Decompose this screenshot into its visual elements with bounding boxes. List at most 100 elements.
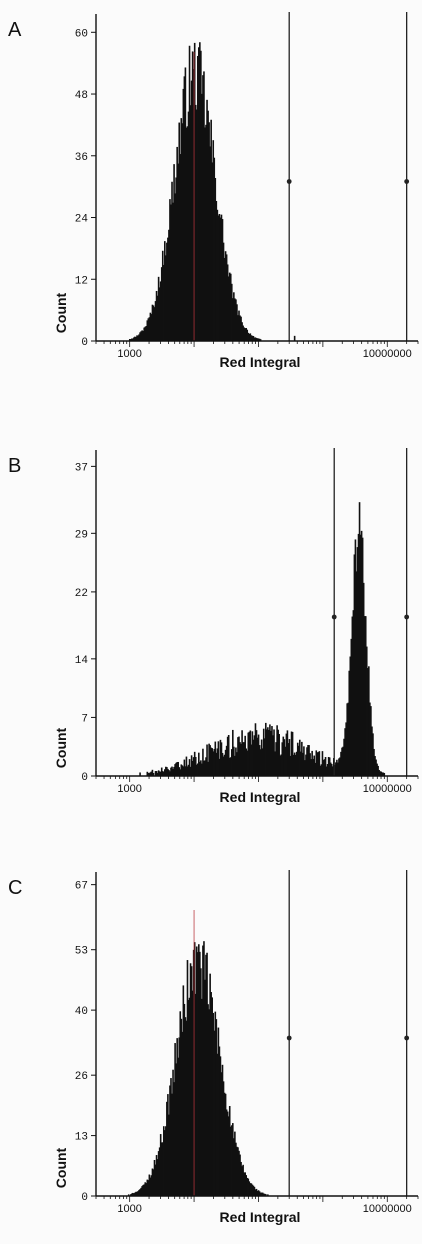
histogram-bar [182, 985, 185, 1196]
histogram-bar [142, 1184, 144, 1196]
histogram-bar [150, 314, 153, 341]
histogram-bar [216, 748, 219, 776]
histogram-bar [158, 771, 161, 776]
histogram-bar [166, 1101, 168, 1196]
histogram-bar [202, 945, 204, 1196]
histogram-bar [250, 335, 253, 341]
histogram-bar [141, 330, 143, 341]
histogram-bar [254, 723, 257, 776]
histogram-bar [179, 1011, 182, 1196]
histogram-bar [195, 764, 198, 776]
histogram-bar [144, 326, 147, 341]
y-tick-label: 0 [81, 772, 88, 784]
histogram-bar [336, 759, 338, 776]
histogram-bar [243, 327, 245, 341]
histogram-bar [337, 762, 339, 776]
histogram-bar [196, 55, 199, 341]
histogram-bar [362, 582, 365, 776]
histogram-bar [352, 610, 355, 776]
histogram-bar [368, 666, 370, 776]
histogram-bar [130, 339, 132, 341]
histogram-bar [157, 1151, 160, 1196]
histogram-bar [210, 119, 212, 341]
histogram-bar [138, 334, 140, 341]
histogram-bar [374, 756, 376, 776]
histogram-bar [208, 122, 210, 342]
histogram-bar [301, 741, 303, 776]
histogram-bar [210, 992, 212, 1196]
histogram-bar [189, 105, 192, 341]
gate-marker [286, 1035, 292, 1041]
histogram-bar [216, 1053, 219, 1196]
histogram-bar [176, 146, 178, 341]
histogram-bar [175, 1063, 177, 1196]
histogram-bar [213, 748, 216, 776]
histogram-bar [261, 1192, 264, 1196]
histogram-bar [162, 264, 165, 341]
y-tick-label: 60 [75, 28, 88, 40]
histogram-bar [245, 328, 248, 341]
histogram-bar [256, 1190, 259, 1196]
histogram-bar [257, 338, 260, 341]
histogram-bar [158, 1147, 161, 1196]
histogram-bar [173, 164, 175, 341]
histogram-bar [193, 942, 196, 1196]
histogram-bar [170, 767, 172, 776]
histogram-bar [288, 739, 291, 776]
histogram-bar [184, 1017, 187, 1196]
histogram-bar [143, 327, 145, 341]
histogram-bar [205, 124, 207, 341]
histogram-bar [152, 1169, 155, 1196]
histogram-bar [200, 968, 202, 1196]
histogram-bar [379, 771, 381, 776]
histogram-bar [221, 752, 224, 776]
histogram-bar [342, 746, 344, 776]
histogram-bar [149, 772, 152, 776]
histogram-bar [165, 766, 167, 776]
histogram-bar [167, 768, 169, 776]
histogram-bar [215, 1019, 218, 1196]
histogram-bar [220, 214, 223, 341]
histogram-bar [175, 177, 177, 341]
histogram-bar [224, 749, 227, 776]
histogram-bar [274, 751, 276, 776]
histogram-bar [232, 298, 234, 341]
histogram-bar [199, 42, 201, 341]
histogram-bar [305, 754, 307, 776]
histogram-bar [230, 1125, 233, 1196]
histogram-bar [177, 163, 179, 341]
histogram-bar [354, 539, 357, 776]
histogram-bar [136, 335, 138, 341]
histogram-bar [230, 283, 233, 341]
histogram-bar [212, 140, 215, 341]
histogram-bar [357, 533, 360, 776]
histogram-bar [321, 751, 324, 776]
histogram-bar [204, 979, 206, 1196]
histogram-bar [272, 735, 274, 776]
histogram-bar [178, 767, 181, 776]
histogram-bar [251, 731, 254, 776]
histogram-bar [252, 1185, 255, 1196]
histogram-bar [206, 744, 208, 776]
y-tick-label: 22 [75, 588, 88, 600]
histogram-bar [286, 730, 289, 776]
histogram-bar [180, 1018, 183, 1196]
histogram-bar [341, 747, 343, 776]
x-axis-label: Red Integral [220, 789, 301, 805]
histogram-bar [223, 1092, 226, 1196]
histogram-bar [237, 1147, 239, 1196]
histogram-bar [233, 292, 235, 341]
histogram-bar [259, 1192, 262, 1196]
histogram-bar [318, 751, 321, 776]
histogram-bar [201, 93, 203, 341]
histogram-bar [247, 332, 250, 341]
histogram-bar [289, 755, 292, 776]
histogram-bar [161, 1142, 164, 1196]
histogram-bar [248, 333, 251, 341]
panel-label: C [8, 877, 22, 899]
histogram-bar [196, 952, 199, 1196]
histogram-bar [144, 1182, 147, 1196]
histogram-bar [279, 755, 282, 776]
histogram-bar [204, 760, 206, 776]
histogram-bar [319, 765, 322, 776]
